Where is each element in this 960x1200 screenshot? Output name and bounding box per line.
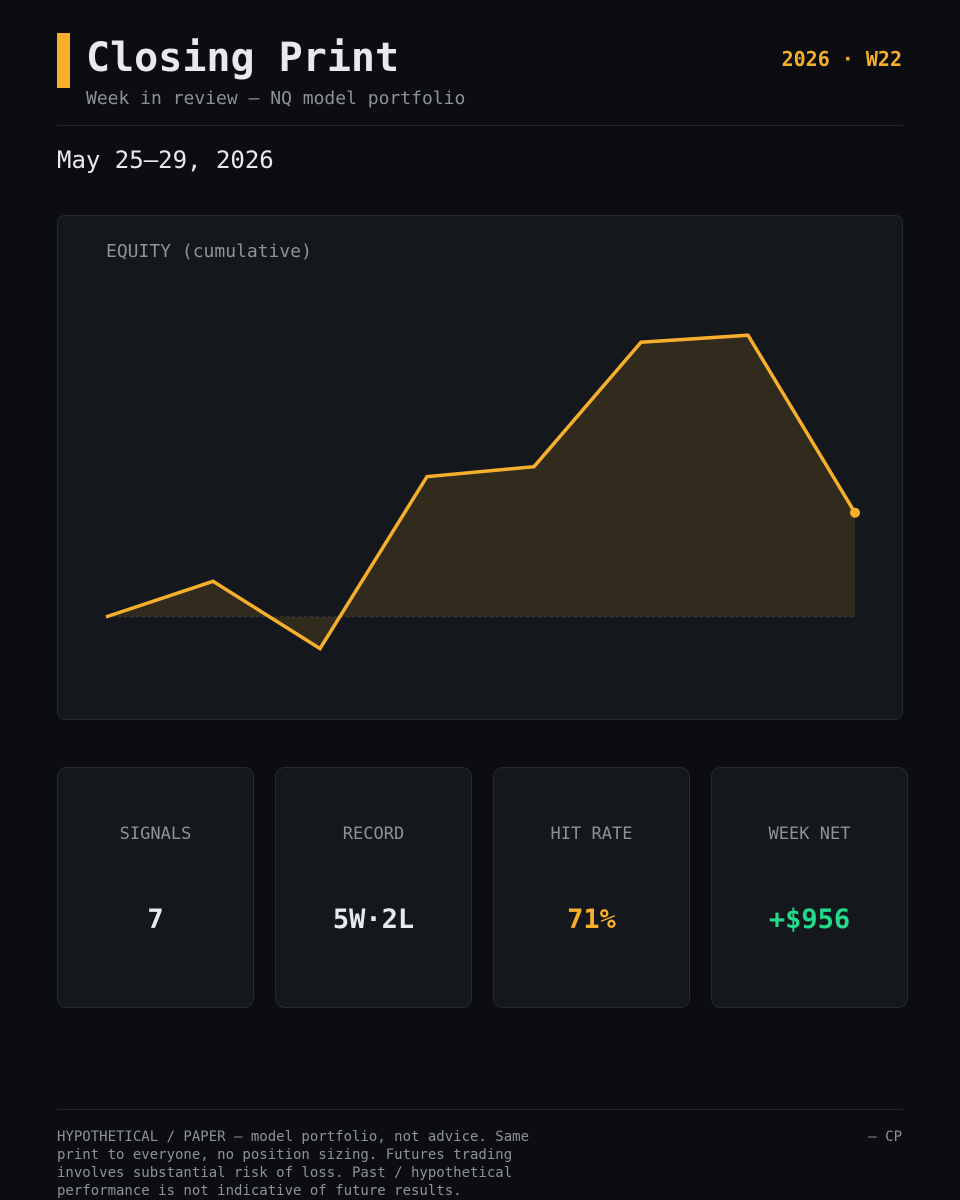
header-divider (57, 125, 903, 126)
stat-value: 5W·2L (332, 904, 415, 935)
stat-value: 7 (147, 904, 164, 935)
page-subtitle: Week in review — NQ model portfolio (86, 88, 466, 109)
equity-chart (105, 333, 860, 652)
chart-title: EQUITY (cumulative) (106, 241, 312, 262)
stat-label: SIGNALS (119, 824, 192, 844)
stat-card-signals: SIGNALS 7 (57, 767, 254, 1008)
footer-divider (57, 1109, 903, 1110)
date-range: May 25–29, 2026 (57, 146, 274, 174)
equity-chart-card: EQUITY (cumulative) (57, 215, 903, 720)
week-tag: 2026 · W22 (781, 47, 902, 71)
stat-card-week-net: WEEK NET +$956 (711, 767, 908, 1008)
stat-card-record: RECORD 5W·2L (275, 767, 472, 1008)
equity-area-fill (106, 335, 855, 649)
stat-label: RECORD (342, 824, 405, 844)
stat-value: +$956 (768, 904, 851, 935)
equity-line (105, 333, 857, 652)
equity-last-point (850, 507, 860, 518)
header-accent-bar (57, 33, 70, 88)
stat-value: 71% (567, 904, 616, 935)
page-title: Closing Print (86, 35, 400, 81)
signature: — CP (868, 1129, 902, 1145)
stat-label: HIT RATE (550, 824, 633, 844)
disclaimer-text: HYPOTHETICAL / PAPER — model portfolio, … (57, 1129, 530, 1199)
stat-card-hit-rate: HIT RATE 71% (493, 767, 690, 1008)
stat-label: WEEK NET (768, 824, 851, 844)
